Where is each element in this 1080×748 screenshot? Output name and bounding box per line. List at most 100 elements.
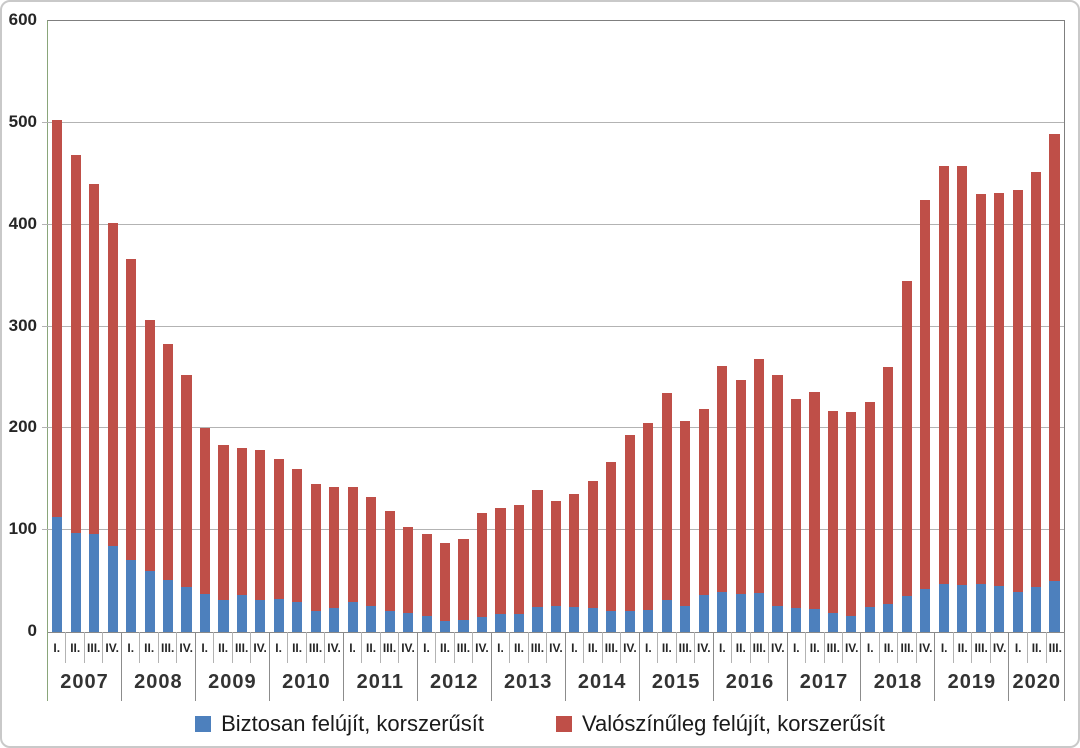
bar-segment-probably	[495, 507, 506, 614]
bar-slot	[787, 21, 805, 632]
stacked-bar	[1031, 21, 1042, 632]
quarter-label: III.	[675, 632, 694, 663]
bar-segment-certainly	[89, 534, 100, 632]
bar-slot	[639, 21, 657, 632]
bar-segment-certainly	[864, 606, 875, 632]
bar-segment-certainly	[938, 584, 949, 632]
quarter-row-2020: I. II. III.	[1009, 632, 1064, 663]
bar-segment-probably	[347, 487, 358, 603]
legend-label-certainly: Biztosan felújít, korszerűsít	[221, 711, 485, 736]
bar-segment-probably	[661, 392, 672, 601]
bar-segment-probably	[144, 320, 155, 571]
stacked-bar	[421, 21, 432, 632]
bar-slot	[694, 21, 712, 632]
quarter-label: I.	[792, 640, 800, 655]
stacked-bar	[532, 21, 543, 632]
year-label-2019: 2019	[947, 670, 997, 693]
quarter-row-2009: I. II. III. IV.	[196, 632, 269, 663]
bar-slot	[233, 21, 251, 632]
stacked-bar	[52, 21, 63, 632]
bar-segment-certainly	[347, 602, 358, 632]
x-axis: I. II. III. IV. 2007 I. II. III. IV. 2008 I. II. III…	[47, 632, 1066, 701]
bar-slot	[935, 21, 953, 632]
year-label-2013: 2013	[503, 670, 553, 693]
stacked-bar	[587, 21, 598, 632]
quarter-label: I.	[571, 640, 578, 655]
bar-slot	[417, 21, 435, 632]
bar-segment-certainly	[1012, 592, 1023, 632]
bar-segment-probably	[680, 421, 691, 606]
stacked-bar	[329, 21, 340, 632]
bar-segment-certainly	[513, 613, 525, 632]
stacked-bar	[994, 21, 1005, 632]
year-label-2007: 2007	[60, 670, 109, 693]
stacked-bar	[606, 21, 617, 632]
y-tick-label-500: 500	[8, 111, 37, 131]
stacked-bar	[790, 21, 802, 632]
bar-slot	[251, 21, 269, 632]
bar-segment-certainly	[273, 599, 284, 632]
stacked-bar	[236, 21, 247, 632]
gridline-400	[42, 223, 1064, 225]
quarter-row-2010: I. II. III. IV.	[270, 632, 343, 663]
stacked-bar	[181, 21, 192, 632]
quarter-label: I.	[53, 640, 61, 655]
quarter-label: IV.	[472, 632, 490, 663]
stacked-bar	[920, 21, 931, 632]
quarter-label: IV.	[768, 632, 786, 663]
bar-segment-probably	[994, 193, 1005, 587]
bar-segment-probably	[569, 493, 580, 607]
quarter-label: II.	[878, 632, 897, 663]
bar-segment-probably	[255, 449, 266, 601]
bar-segment-probably	[384, 510, 395, 611]
quarter-row-2015: I. II. III. IV.	[640, 632, 713, 663]
bar-segment-certainly	[569, 606, 580, 632]
bar-segment-certainly	[107, 546, 118, 632]
bar-segment-probably	[735, 380, 746, 595]
quarter-row-2012: I. II. III. IV.	[418, 632, 491, 663]
bar-segment-probably	[107, 222, 118, 547]
stacked-bar	[938, 21, 949, 632]
bar-segment-certainly	[790, 607, 802, 632]
stacked-bar	[624, 21, 635, 632]
y-tick-label-600: 600	[8, 10, 37, 30]
quarter-label: I.	[718, 640, 726, 655]
stacked-bar	[495, 21, 506, 632]
bar-segment-probably	[532, 490, 543, 607]
bar-segment-certainly	[236, 595, 247, 632]
year-label-2009: 2009	[208, 670, 257, 693]
bar-segment-probably	[643, 423, 654, 610]
y-tick-label-200: 200	[8, 417, 37, 437]
quarter-label: II.	[509, 632, 527, 663]
stacked-bar	[1012, 21, 1023, 632]
bar-slot	[750, 21, 768, 632]
bars-container	[48, 21, 1064, 632]
stacked-bar	[126, 21, 137, 632]
bar-slot	[325, 21, 343, 632]
year-label-2012: 2012	[429, 670, 479, 693]
year-label-2015: 2015	[651, 670, 701, 693]
stacked-bar	[440, 21, 451, 632]
year-group-2017: I. II. III. IV. 2017	[788, 632, 862, 701]
stacked-bar	[846, 21, 857, 632]
quarter-label: III.	[823, 632, 842, 663]
bar-slot	[344, 21, 362, 632]
year-label-2011: 2011	[356, 670, 404, 693]
bar-segment-probably	[772, 375, 783, 606]
bar-segment-certainly	[901, 596, 912, 632]
quarter-row-2013: I. II. III. IV.	[492, 632, 565, 663]
quarter-label: I.	[423, 640, 430, 655]
bar-segment-probably	[218, 444, 229, 601]
bar-segment-probably	[753, 359, 765, 594]
year-group-2019: I. II. III. IV. 2019	[935, 632, 1010, 701]
bar-slot	[547, 21, 565, 632]
year-group-2009: I. II. III. IV. 2009	[196, 632, 270, 701]
quarter-label: IV.	[176, 632, 194, 663]
bar-slot	[990, 21, 1008, 632]
bar-slot	[657, 21, 675, 632]
stacked-bar	[162, 21, 174, 632]
stacked-bar	[384, 21, 395, 632]
stacked-bar	[864, 21, 875, 632]
bar-slot	[196, 21, 214, 632]
